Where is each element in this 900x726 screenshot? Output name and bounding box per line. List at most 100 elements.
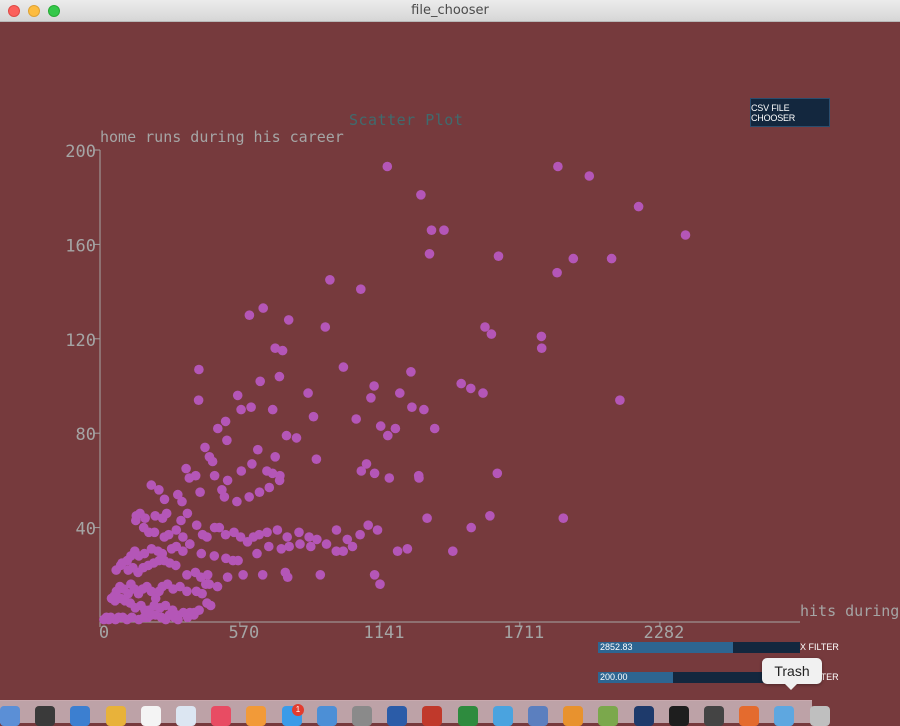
finder-icon[interactable] — [0, 706, 20, 726]
data-point — [196, 572, 206, 582]
data-point — [126, 579, 136, 589]
data-point — [222, 435, 232, 446]
safari-icon[interactable] — [70, 706, 90, 726]
data-point — [149, 527, 160, 538]
close-window-button[interactable] — [8, 5, 20, 17]
data-point — [131, 511, 142, 521]
data-point — [267, 404, 278, 415]
x-tick-label: 2282 — [643, 623, 684, 643]
data-point — [338, 362, 349, 372]
data-point — [633, 201, 644, 212]
data-point — [456, 378, 467, 389]
data-point — [252, 548, 262, 559]
data-point — [295, 539, 305, 549]
data-point — [568, 253, 579, 264]
data-point — [382, 161, 393, 172]
data-point — [424, 249, 435, 259]
data-point — [264, 541, 274, 552]
data-point — [274, 475, 285, 486]
y-filter-value: 200.00 — [600, 672, 628, 682]
data-point — [558, 513, 569, 523]
app-icon[interactable] — [493, 706, 513, 726]
minimize-window-button[interactable] — [28, 5, 40, 17]
x-tick-label: 0 — [99, 623, 109, 643]
y-tick-label: 120 — [65, 331, 96, 351]
data-point — [213, 423, 223, 434]
data-point — [355, 529, 365, 540]
data-point — [247, 459, 257, 469]
data-point — [584, 171, 595, 181]
terminal-icon[interactable] — [669, 706, 689, 726]
y-axis-label: home runs during his career — [100, 128, 344, 146]
system-preferences-icon[interactable] — [352, 706, 372, 726]
app-icon[interactable] — [528, 706, 548, 726]
data-point — [281, 430, 292, 441]
app-icon[interactable] — [598, 706, 618, 726]
data-point — [426, 225, 437, 235]
data-point — [166, 544, 177, 554]
data-point — [150, 511, 160, 521]
data-point — [282, 532, 293, 542]
csv-file-chooser-button[interactable]: CSV FILE CHOOSER — [750, 98, 830, 127]
data-point — [294, 527, 304, 538]
data-point — [193, 395, 204, 406]
data-point — [422, 513, 432, 523]
xcode-icon[interactable] — [317, 706, 337, 726]
chrome-icon[interactable] — [106, 706, 126, 726]
data-point — [320, 322, 331, 332]
window-titlebar: file_chooser — [0, 0, 900, 22]
data-point — [277, 345, 288, 356]
maximize-window-button[interactable] — [48, 5, 60, 17]
data-point — [220, 416, 231, 427]
data-point — [201, 579, 211, 589]
app-icon[interactable] — [422, 706, 442, 726]
data-point — [214, 522, 225, 533]
data-point — [331, 546, 342, 556]
y-filter-slider[interactable]: 200.00 — [598, 672, 800, 683]
word-icon[interactable] — [387, 706, 407, 726]
data-point — [163, 529, 174, 540]
trash-icon[interactable] — [810, 706, 830, 726]
data-point — [182, 570, 192, 580]
data-point — [178, 532, 188, 542]
x-filter-slider[interactable]: 2852.83 — [598, 642, 800, 653]
data-point — [207, 456, 218, 467]
data-point — [244, 310, 255, 321]
processing-icon[interactable] — [634, 706, 654, 726]
scatter-plot: 40 80 120 160 200 0 570 1141 1711 2282 — [65, 142, 800, 643]
x-tick-label: 1711 — [503, 623, 544, 643]
itunes-icon[interactable] — [211, 706, 231, 726]
data-point — [315, 570, 326, 580]
data-point — [171, 525, 182, 535]
data-point — [236, 466, 247, 476]
java-icon[interactable] — [739, 706, 759, 726]
folder-icon[interactable] — [774, 706, 794, 726]
app-icon[interactable] — [563, 706, 583, 726]
data-point — [485, 511, 495, 521]
dashboard-icon[interactable] — [35, 706, 55, 726]
data-point — [182, 508, 193, 519]
data-point — [196, 548, 207, 559]
window-title: file_chooser — [411, 3, 489, 18]
y-filter-fill — [598, 672, 673, 683]
data-point — [238, 570, 248, 580]
data-point — [351, 414, 362, 424]
data-point — [200, 442, 210, 453]
data-point — [392, 546, 403, 556]
data-point — [270, 343, 281, 354]
preview-icon[interactable] — [176, 706, 196, 726]
data-point — [486, 329, 497, 339]
data-point — [181, 463, 191, 474]
data-point — [347, 541, 358, 552]
excel-icon[interactable] — [458, 706, 478, 726]
data-point — [466, 522, 477, 533]
data-point — [171, 560, 181, 571]
ibooks-icon[interactable] — [246, 706, 266, 726]
data-point — [536, 331, 547, 342]
calendar-icon[interactable] — [141, 706, 161, 726]
data-point — [146, 544, 157, 554]
sublime-icon[interactable] — [704, 706, 724, 726]
data-point — [236, 404, 246, 415]
data-point — [189, 610, 199, 620]
data-point — [480, 322, 490, 332]
